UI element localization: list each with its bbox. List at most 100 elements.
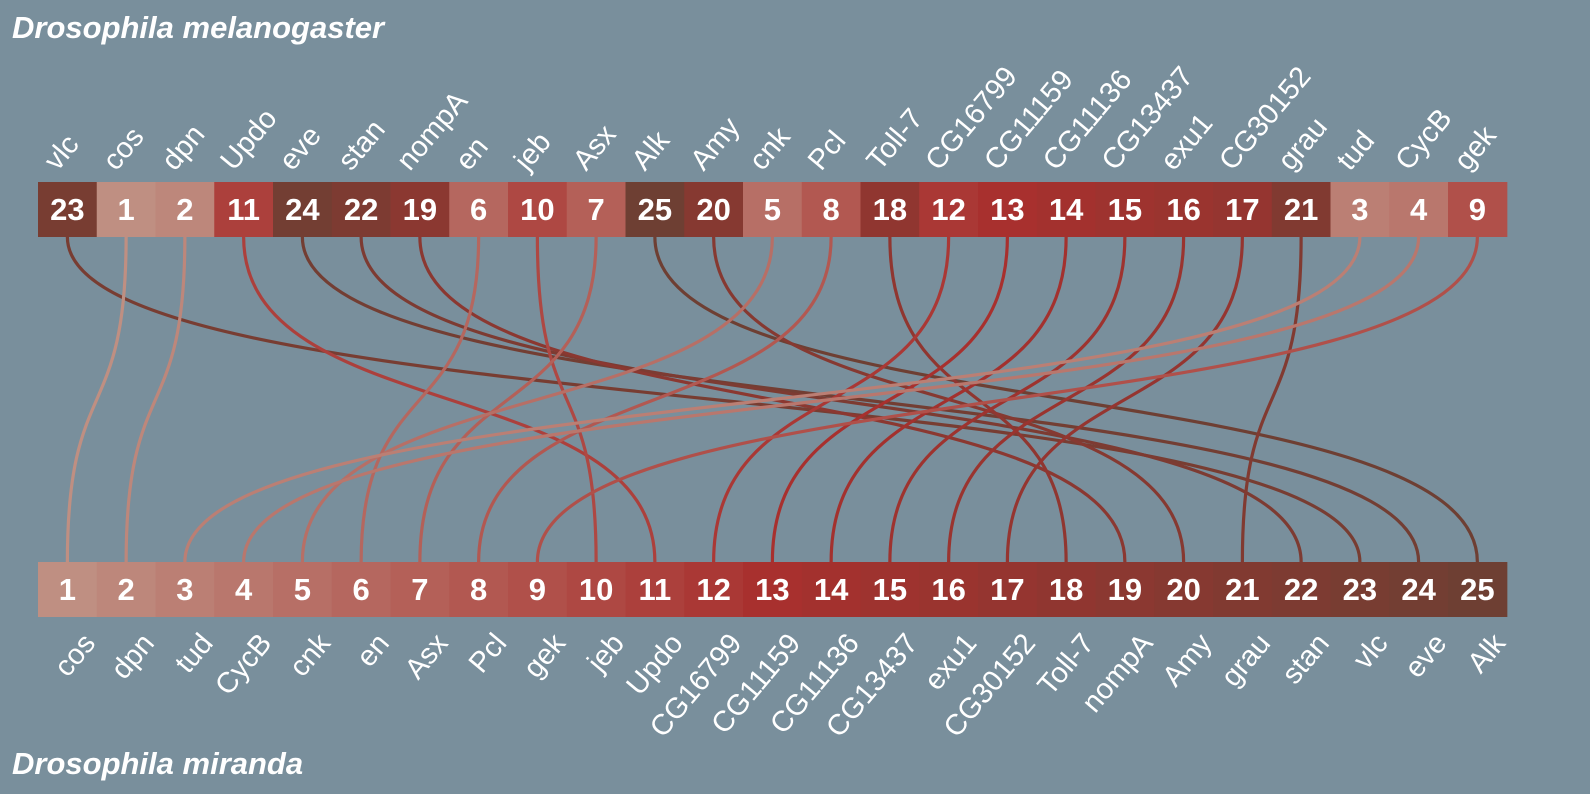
top-rank-cos: 1 bbox=[118, 192, 135, 227]
top-cell-grau bbox=[1271, 182, 1332, 237]
top-gene-label-dpn: dpn bbox=[156, 119, 212, 177]
top-rank-nompA: 19 bbox=[403, 192, 437, 227]
top-rank-Amy: 20 bbox=[696, 192, 730, 227]
link-CycB bbox=[242, 236, 1421, 563]
bottom-cell-Asx bbox=[390, 562, 450, 617]
top-cell-CG11136 bbox=[1036, 182, 1097, 237]
top-cell-CG11159 bbox=[978, 182, 1038, 237]
bottom-rank-gek: 9 bbox=[529, 572, 546, 607]
bottom-rank-CycB: 4 bbox=[235, 572, 253, 607]
bottom-gene-label-Pcl: Pcl bbox=[463, 628, 513, 679]
top-gene-label-vlc: vlc bbox=[38, 129, 85, 177]
bottom-gene-label-grau: grau bbox=[1215, 628, 1277, 693]
link-en bbox=[359, 236, 481, 563]
bottom-rank-Amy: 20 bbox=[1166, 572, 1200, 607]
top-cell-Updo bbox=[214, 182, 274, 237]
bottom-gene-label-Amy: Amy bbox=[1157, 627, 1219, 692]
bottom-gene-label-stan: stan bbox=[1276, 628, 1336, 691]
bottom-rank-cnk: 5 bbox=[294, 572, 311, 607]
top-cell-cos bbox=[96, 182, 157, 237]
top-rank-CG13437: 15 bbox=[1108, 192, 1142, 227]
bottom-rank-dpn: 2 bbox=[118, 572, 135, 607]
top-cell-tud bbox=[1330, 182, 1390, 237]
bottom-cell-Alk bbox=[1448, 562, 1508, 617]
link-tud bbox=[183, 236, 1362, 563]
top-rank-gek: 9 bbox=[1469, 192, 1486, 227]
bottom-gene-label-dpn: dpn bbox=[105, 628, 161, 686]
top-rank-en: 6 bbox=[470, 192, 487, 227]
bottom-rank-grau: 21 bbox=[1225, 572, 1259, 607]
bottom-rank-CG30152: 17 bbox=[990, 572, 1024, 607]
top-gene-label-cnk: cnk bbox=[743, 121, 797, 177]
bottom-rank-nompA: 19 bbox=[1108, 572, 1142, 607]
bottom-cell-CG30152 bbox=[978, 562, 1038, 617]
bottom-gene-label-gek: gek bbox=[517, 627, 572, 684]
bottom-cell-exu1 bbox=[919, 562, 979, 617]
top-rank-eve: 24 bbox=[285, 192, 320, 227]
bottom-cell-nompA bbox=[1095, 562, 1155, 617]
link-Pcl bbox=[477, 236, 833, 563]
top-cell-CG13437 bbox=[1095, 182, 1155, 237]
top-cell-stan bbox=[331, 182, 392, 237]
bottom-gene-label-jeb: jeb bbox=[581, 628, 631, 679]
bottom-rank-Updo: 11 bbox=[638, 572, 671, 607]
bottom-rank-en: 6 bbox=[353, 572, 370, 607]
bottom-cell-cnk bbox=[273, 562, 333, 617]
top-cell-CG30152 bbox=[1213, 182, 1273, 237]
top-rank-CG11159: 13 bbox=[990, 192, 1024, 227]
bottom-rank-eve: 24 bbox=[1401, 572, 1436, 607]
link-jeb bbox=[535, 236, 598, 563]
link-cos bbox=[65, 236, 128, 563]
link-vlc bbox=[65, 236, 1362, 563]
bottom-gene-label-eve: eve bbox=[1399, 628, 1454, 684]
top-gene-label-Toll-7: Toll-7 bbox=[861, 103, 930, 177]
bottom-rank-vlc: 23 bbox=[1343, 572, 1377, 607]
bottom-rank-cos: 1 bbox=[59, 572, 76, 607]
top-cell-Toll-7 bbox=[860, 182, 920, 237]
top-rank-Toll-7: 18 bbox=[873, 192, 907, 227]
top-gene-label-Alk: Alk bbox=[626, 125, 677, 177]
top-cell-Asx bbox=[566, 182, 627, 237]
top-cell-dpn bbox=[155, 182, 215, 237]
link-dpn bbox=[124, 236, 187, 563]
top-rank-dpn: 2 bbox=[176, 192, 193, 227]
link-eve bbox=[300, 236, 1421, 563]
top-cell-jeb bbox=[508, 182, 568, 237]
top-rank-Asx: 7 bbox=[588, 192, 605, 227]
bottom-cell-eve bbox=[1389, 562, 1449, 617]
top-cell-Alk bbox=[625, 182, 685, 237]
top-gene-label-en: en bbox=[449, 131, 494, 176]
top-cell-CG16799 bbox=[919, 182, 979, 237]
bottom-gene-label-cnk: cnk bbox=[284, 627, 338, 683]
top-gene-label-gek: gek bbox=[1448, 120, 1503, 177]
bottom-gene-label-Asx: Asx bbox=[399, 627, 455, 685]
bottom-cell-dpn bbox=[96, 562, 157, 617]
top-rank-stan: 22 bbox=[344, 192, 378, 227]
bottom-rank-CG16799: 12 bbox=[696, 572, 730, 607]
top-cell-Pcl bbox=[801, 182, 862, 237]
bottom-rank-stan: 22 bbox=[1284, 572, 1318, 607]
bottom-cell-jeb bbox=[566, 562, 627, 617]
bottom-cell-grau bbox=[1213, 562, 1273, 617]
link-CG11136 bbox=[829, 236, 1068, 563]
bottom-gene-label-Alk: Alk bbox=[1462, 627, 1513, 679]
link-CG30152 bbox=[1005, 236, 1244, 563]
top-gene-label-jeb: jeb bbox=[508, 126, 558, 177]
bottom-cell-Toll-7 bbox=[1036, 562, 1097, 617]
bottom-cell-Updo bbox=[625, 562, 685, 617]
bottom-cell-CG11159 bbox=[743, 562, 803, 617]
link-CG11159 bbox=[770, 236, 1009, 563]
bottom-cell-CG16799 bbox=[684, 562, 744, 617]
bottom-cell-en bbox=[331, 562, 392, 617]
top-species-title: Drosophila melanogaster bbox=[12, 10, 386, 45]
bottom-rank-Asx: 7 bbox=[411, 572, 428, 607]
top-gene-label-Pcl: Pcl bbox=[802, 125, 852, 176]
top-rank-CycB: 4 bbox=[1410, 192, 1428, 227]
top-cell-gek bbox=[1448, 182, 1508, 237]
top-rank-CG16799: 12 bbox=[931, 192, 965, 227]
bottom-gene-label-tud: tud bbox=[169, 628, 219, 679]
top-gene-label-Amy: Amy bbox=[684, 111, 746, 176]
link-Updo bbox=[242, 236, 657, 563]
top-rank-grau: 21 bbox=[1284, 192, 1318, 227]
